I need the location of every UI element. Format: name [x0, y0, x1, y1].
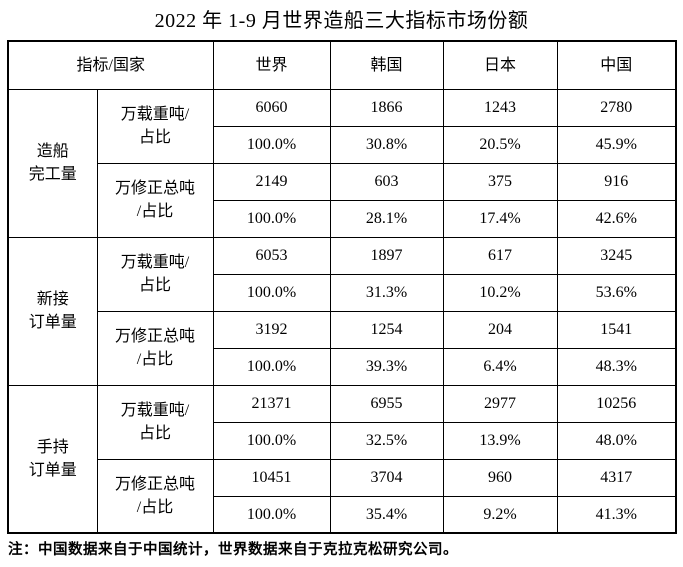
value-cell: 3192 [212, 310, 331, 349]
table-row: 手持 订单量 万载重吨/ 占比 21371 6955 2977 10256 [7, 384, 677, 534]
metric-label-cgt: 万修正总吨 /占比 [96, 162, 214, 238]
share-cell: 10.2% [442, 273, 558, 312]
share-cell: 39.3% [329, 347, 444, 386]
table-row: 100.0% 30.8% 20.5% 45.9% [8, 125, 677, 164]
value-cell: 960 [442, 458, 558, 497]
share-cell: 17.4% [442, 199, 558, 238]
share-cell: 48.0% [556, 421, 677, 460]
share-cell: 100.0% [212, 347, 331, 386]
value-cell: 6053 [212, 236, 331, 275]
metric-label-dwt: 万载重吨/ 占比 [96, 384, 214, 460]
value-cell: 21371 [212, 384, 331, 423]
share-cell: 32.5% [329, 421, 444, 460]
share-cell: 20.5% [442, 125, 558, 164]
share-cell: 35.4% [329, 495, 444, 534]
value-cell: 1541 [556, 310, 677, 349]
value-cell: 204 [442, 310, 558, 349]
share-cell: 100.0% [212, 495, 331, 534]
value-cell: 603 [329, 162, 444, 201]
table-row: 万修正总吨 /占比 3192 1254 204 1541 [8, 310, 677, 386]
metric-label-cgt: 万修正总吨 /占比 [96, 458, 214, 534]
table-row: 100.0% 35.4% 9.2% 41.3% [8, 495, 677, 534]
share-cell: 13.9% [442, 421, 558, 460]
share-cell: 100.0% [212, 125, 331, 164]
value-cell: 1897 [329, 236, 444, 275]
value-cell: 2149 [212, 162, 331, 201]
table-row: 新接 订单量 万载重吨/ 占比 6053 1897 617 3245 [7, 236, 677, 386]
share-cell: 100.0% [212, 199, 331, 238]
value-cell: 375 [442, 162, 558, 201]
header-korea: 韩国 [329, 40, 444, 90]
value-cell: 617 [442, 236, 558, 275]
share-cell: 9.2% [442, 495, 558, 534]
value-cell: 1243 [442, 88, 558, 127]
table-row: 100.0% 32.5% 13.9% 48.0% [8, 421, 677, 460]
metric-label-dwt: 万载重吨/ 占比 [96, 88, 214, 164]
table-row: 100.0% 31.3% 10.2% 53.6% [8, 273, 677, 312]
header-world: 世界 [212, 40, 331, 90]
share-cell: 42.6% [556, 199, 677, 238]
value-cell: 1866 [329, 88, 444, 127]
footnote: 注：中国数据来自于中国统计，世界数据来自于克拉克松研究公司。 [8, 542, 458, 558]
group-label-completions: 造船 完工量 [7, 88, 98, 238]
table-row: 100.0% 39.3% 6.4% 48.3% [8, 347, 677, 386]
value-cell: 10256 [556, 384, 677, 423]
header-china: 中国 [556, 40, 677, 90]
table-row: 100.0% 28.1% 17.4% 42.6% [8, 199, 677, 238]
value-cell: 6060 [212, 88, 331, 127]
share-cell: 53.6% [556, 273, 677, 312]
table-row: 万修正总吨 /占比 10451 3704 960 4317 [8, 458, 677, 534]
share-cell: 48.3% [556, 347, 677, 386]
table-title: 2022 年 1-9 月世界造船三大指标市场份额 [154, 10, 529, 32]
table-row: 万修正总吨 /占比 2149 603 375 916 [8, 162, 677, 238]
value-cell: 10451 [212, 458, 331, 497]
header-row: 指标/国家 世界 韩国 日本 中国 [7, 40, 677, 90]
value-cell: 3704 [329, 458, 444, 497]
share-cell: 31.3% [329, 273, 444, 312]
value-cell: 4317 [556, 458, 677, 497]
header-indicator-country: 指标/国家 [7, 40, 214, 90]
metric-label-dwt: 万载重吨/ 占比 [96, 236, 214, 312]
market-share-table: 指标/国家 世界 韩国 日本 中国 造船 完工量 万载重吨/ 占比 6060 1… [7, 40, 678, 534]
share-cell: 100.0% [212, 421, 331, 460]
value-cell: 1254 [329, 310, 444, 349]
share-cell: 45.9% [556, 125, 677, 164]
value-cell: 2780 [556, 88, 677, 127]
value-cell: 2977 [442, 384, 558, 423]
group-label-order-book: 手持 订单量 [7, 384, 98, 534]
share-cell: 28.1% [329, 199, 444, 238]
value-cell: 6955 [329, 384, 444, 423]
table-row: 造船 完工量 万载重吨/ 占比 6060 1866 1243 2780 [7, 88, 677, 238]
share-cell: 41.3% [556, 495, 677, 534]
value-cell: 916 [556, 162, 677, 201]
value-cell: 3245 [556, 236, 677, 275]
header-japan: 日本 [442, 40, 558, 90]
share-cell: 6.4% [442, 347, 558, 386]
share-cell: 30.8% [329, 125, 444, 164]
share-cell: 100.0% [212, 273, 331, 312]
group-label-new-orders: 新接 订单量 [7, 236, 98, 386]
metric-label-cgt: 万修正总吨 /占比 [96, 310, 214, 386]
